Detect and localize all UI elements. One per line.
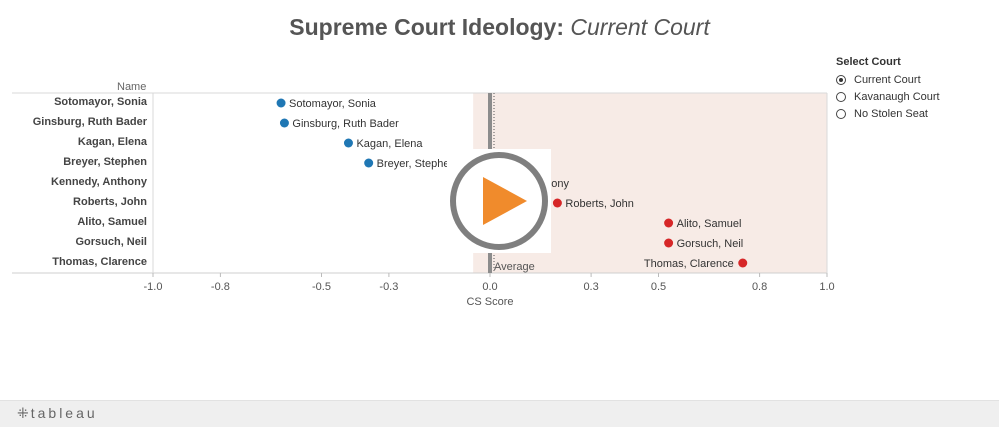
x-axis-title: CS Score	[466, 296, 513, 308]
chart-title-court: Current Court	[570, 14, 710, 40]
point-breyer	[364, 158, 374, 168]
point-roberts	[552, 198, 562, 208]
radio-no-stolen-seat[interactable]	[836, 108, 846, 119]
x-tick-label: 0.3	[583, 281, 598, 293]
point-label: Ginsburg, Ruth Bader	[292, 118, 399, 130]
point-kagan	[343, 138, 353, 148]
option-label: Current Court	[854, 73, 921, 86]
point-sotomayor	[276, 98, 286, 108]
x-tick-label: -0.5	[312, 281, 331, 293]
y-label: Breyer, Stephen	[63, 156, 147, 168]
tableau-logo-icon: ⁜	[17, 405, 29, 421]
x-tick-label: 1.0	[819, 281, 834, 293]
radio-current-court[interactable]	[836, 74, 846, 85]
x-tick-label: 0.5	[651, 281, 666, 293]
option-label: No Stolen Seat	[854, 107, 928, 120]
point-label: Gorsuch, Neil	[677, 238, 744, 250]
point-alito	[664, 218, 674, 228]
x-tick-label: -0.8	[211, 281, 230, 293]
y-label: Ginsburg, Ruth Bader	[32, 116, 147, 128]
radio-kavanaugh-court[interactable]	[836, 91, 846, 102]
option-kavanaugh-court[interactable]: Kavanaugh Court	[836, 88, 940, 105]
y-label: Roberts, John	[73, 196, 147, 208]
point-gorsuch	[664, 238, 674, 248]
option-no-stolen-seat[interactable]: No Stolen Seat	[836, 105, 940, 122]
play-icon	[450, 152, 548, 250]
x-tick-label: 0.0	[482, 281, 497, 293]
y-label: Kennedy, Anthony	[51, 176, 147, 188]
y-label: Sotomayor, Sonia	[54, 96, 147, 108]
point-thomas	[738, 258, 748, 268]
play-button[interactable]	[447, 149, 551, 253]
name-column-header: Name	[117, 81, 147, 93]
tableau-logo[interactable]: ⁜ tableau	[17, 405, 98, 422]
footer-bar: ⁜ tableau	[0, 400, 999, 427]
y-label: Alito, Samuel	[77, 216, 147, 228]
point-label: Roberts, John	[565, 198, 633, 210]
tableau-logo-text: tableau	[30, 405, 98, 421]
point-ginsburg	[279, 118, 289, 128]
court-selector: Select Court Current Court Kavanaugh Cou…	[836, 56, 940, 122]
y-label: Gorsuch, Neil	[75, 236, 147, 248]
y-label: Kagan, Elena	[77, 136, 147, 148]
point-label: Alito, Samuel	[677, 218, 742, 230]
chart-title: Supreme Court Ideology: Current Court	[0, 14, 999, 41]
chart-title-main: Supreme Court Ideology:	[289, 14, 565, 40]
option-current-court[interactable]: Current Court	[836, 71, 940, 88]
point-label: Kagan, Elena	[356, 138, 423, 150]
point-label: hony	[545, 178, 569, 190]
option-label: Kavanaugh Court	[854, 90, 940, 103]
x-tick-label: -0.3	[379, 281, 398, 293]
point-label: Thomas, Clarence	[644, 258, 734, 270]
court-selector-title: Select Court	[836, 56, 901, 68]
y-label: Thomas, Clarence	[52, 256, 147, 268]
point-label: Sotomayor, Sonia	[289, 98, 377, 110]
x-tick-label: -1.0	[144, 281, 163, 293]
point-label: Breyer, Stephe	[377, 158, 450, 170]
x-tick-label: 0.8	[752, 281, 767, 293]
average-label: Average	[494, 261, 535, 273]
